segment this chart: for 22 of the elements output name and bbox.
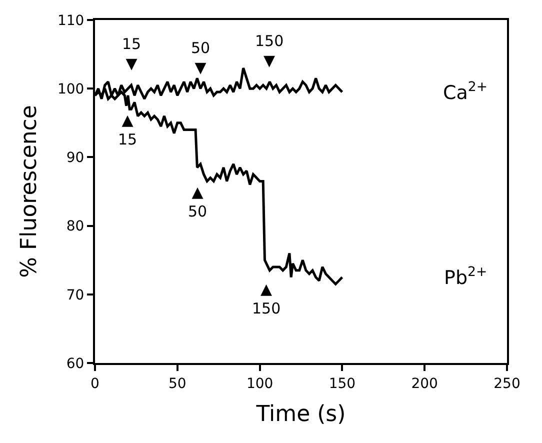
annotation: 15 ▼ [122,35,142,72]
y-tick-label: 70 [66,287,84,304]
x-tick-label: 100 [246,376,274,392]
y-tick-label: 80 [66,218,84,235]
y-tick-label: 60 [66,356,84,372]
y-axis-title: % Fluorescence [16,105,42,278]
y-tick-label: 90 [66,150,84,166]
x-tick-label: 0 [90,376,100,392]
x-tick-label: 250 [494,376,520,392]
text: Ca$^{2+}$ [443,80,488,104]
x-tick-label: 200 [411,376,438,392]
annotation: ▲ 150 [252,280,281,318]
x-tick-label: 50 [168,376,186,392]
x-axis-title: Time (s) [255,402,346,428]
annotation: 50 ▼ [191,39,210,76]
text: Pb$^{2+}$ [444,265,488,289]
annotation: ▲ 15 [118,111,138,148]
y-tick-label: 100 [57,82,84,98]
y-tick-label: 110 [57,12,84,29]
annotation: 150 ▼ [255,32,284,70]
x-tick-label: 150 [328,376,356,392]
annotation: ▲ 50 [188,183,208,220]
